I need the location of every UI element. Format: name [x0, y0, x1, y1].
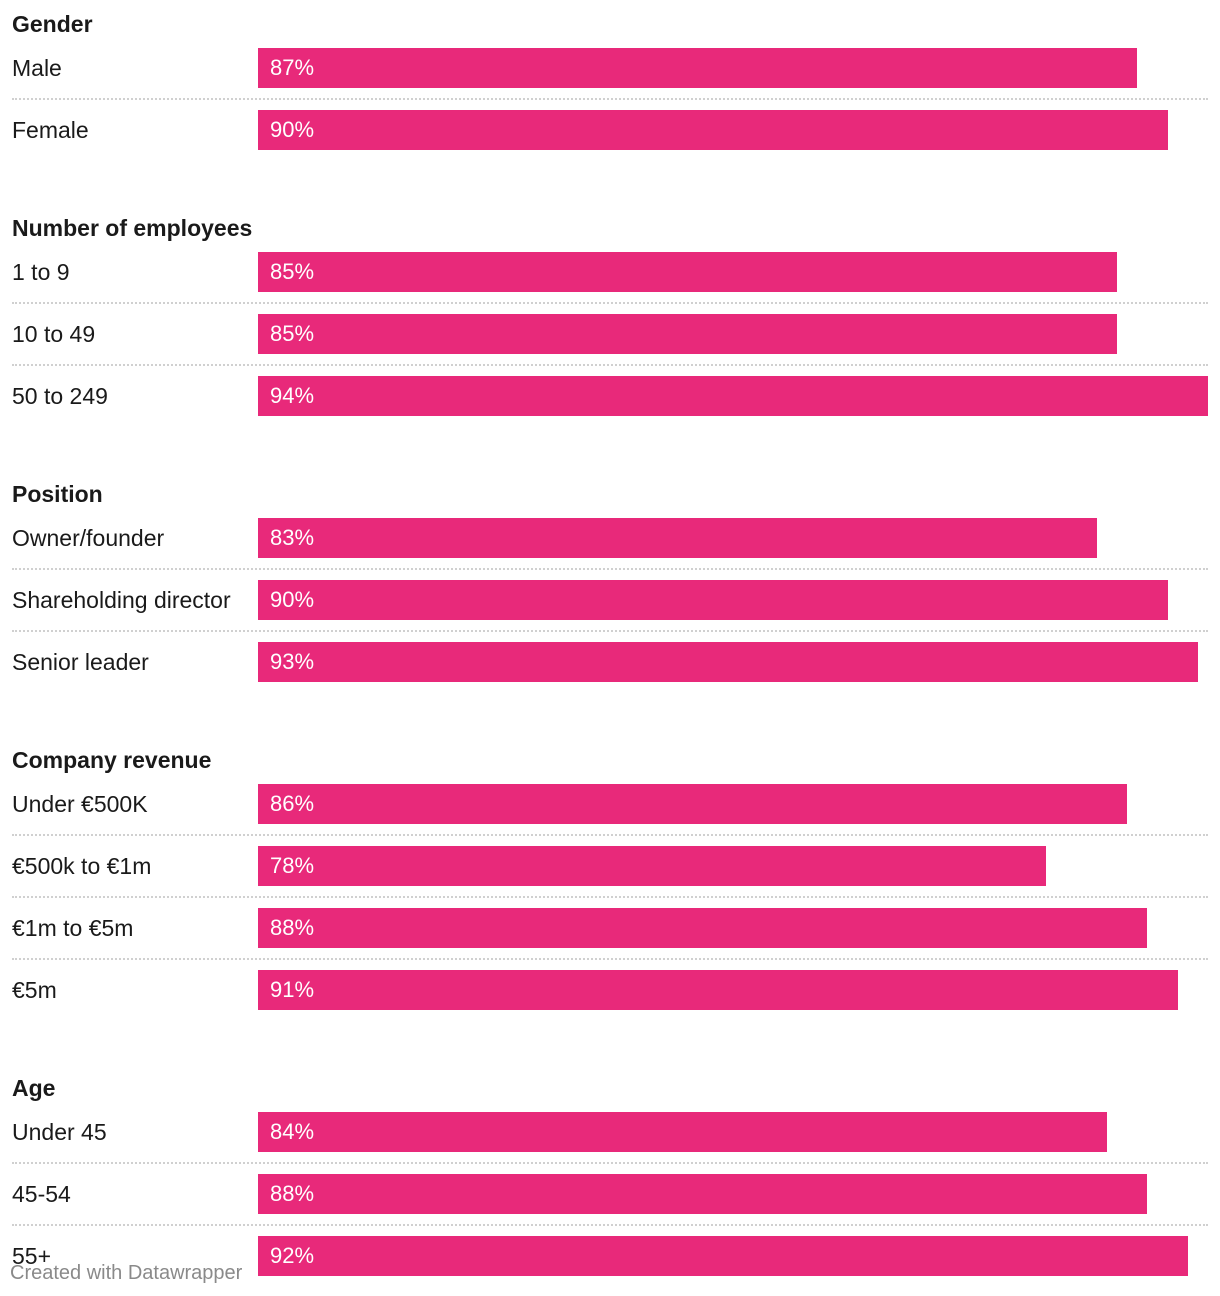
bar: 85% — [258, 314, 1117, 354]
bar: 91% — [258, 970, 1178, 1010]
bar: 78% — [258, 846, 1046, 886]
row-divider — [12, 98, 1208, 100]
bar-value-label: 90% — [270, 587, 315, 612]
bar: 92% — [258, 1236, 1188, 1276]
category-label: €1m to €5m — [12, 915, 134, 941]
bar-value-label: 92% — [270, 1243, 315, 1268]
bar: 85% — [258, 252, 1117, 292]
category-label: Under 45 — [12, 1119, 107, 1145]
bar-value-label: 86% — [270, 791, 315, 816]
group-title: Age — [12, 1075, 56, 1101]
bar-value-label: 78% — [270, 853, 315, 878]
bar: 86% — [258, 784, 1127, 824]
bar: 84% — [258, 1112, 1107, 1152]
category-label: 1 to 9 — [12, 259, 70, 285]
bar: 90% — [258, 110, 1168, 150]
group-title: Position — [12, 481, 103, 507]
category-label: €5m — [12, 977, 57, 1003]
category-label: 55+ — [12, 1243, 52, 1269]
category-label: Female — [12, 117, 89, 143]
bar-value-label: 88% — [270, 915, 315, 940]
category-label: Shareholding director — [12, 587, 231, 613]
category-label: Owner/founder — [12, 525, 165, 551]
bar: 94% — [258, 376, 1208, 416]
category-label: 45-54 — [12, 1181, 71, 1207]
row-divider — [12, 834, 1208, 836]
category-label: Male — [12, 55, 62, 81]
row-divider — [12, 364, 1208, 366]
row-divider — [12, 896, 1208, 898]
bar-value-label: 83% — [270, 525, 315, 550]
bar-value-label: 90% — [270, 117, 315, 142]
row-divider — [12, 958, 1208, 960]
bar-value-label: 84% — [270, 1119, 315, 1144]
group-title: Number of employees — [12, 215, 253, 241]
bar-value-label: 91% — [270, 977, 315, 1002]
credit-footer: Created with Datawrapper — [10, 1262, 243, 1284]
bar-value-label: 94% — [270, 383, 315, 408]
group-title: Company revenue — [12, 747, 212, 773]
category-label: €500k to €1m — [12, 853, 152, 879]
bar: 88% — [258, 908, 1147, 948]
bar: 87% — [258, 48, 1137, 88]
row-divider — [12, 1224, 1208, 1226]
bar: 90% — [258, 580, 1168, 620]
bar-value-label: 85% — [270, 259, 315, 284]
category-label: Senior leader — [12, 649, 149, 675]
group-title: Gender — [12, 11, 93, 37]
category-label: 10 to 49 — [12, 321, 96, 347]
row-divider — [12, 302, 1208, 304]
row-divider — [12, 630, 1208, 632]
bar: 83% — [258, 518, 1097, 558]
bar: 93% — [258, 642, 1198, 682]
row-divider — [12, 1162, 1208, 1164]
category-label: Under €500K — [12, 791, 148, 817]
bar-value-label: 88% — [270, 1181, 315, 1206]
category-label: 50 to 249 — [12, 383, 108, 409]
bar: 88% — [258, 1174, 1147, 1214]
bar-value-label: 93% — [270, 649, 315, 674]
bar-value-label: 87% — [270, 55, 315, 80]
row-divider — [12, 568, 1208, 570]
bar-value-label: 85% — [270, 321, 315, 346]
